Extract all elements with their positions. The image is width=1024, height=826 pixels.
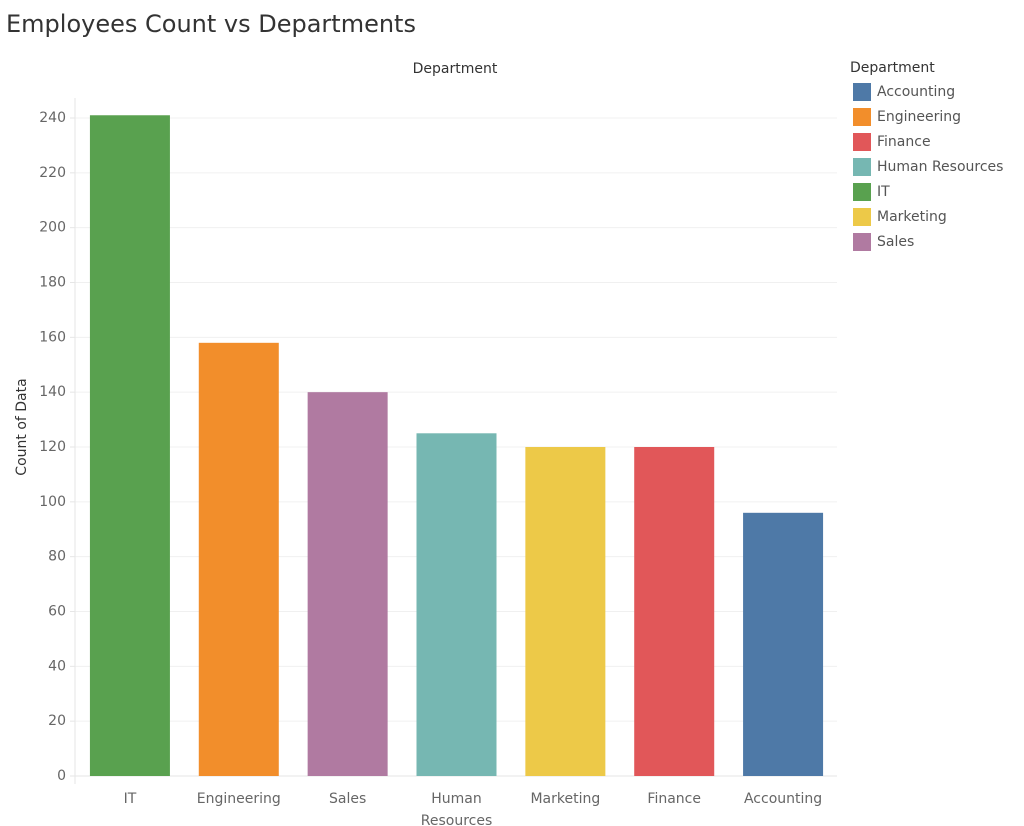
legend-swatch-marketing: [853, 207, 871, 226]
y-tick-label: 0: [57, 768, 66, 784]
bar-it: [89, 115, 170, 777]
legend-label: Sales: [877, 233, 915, 250]
y-tick-label: 20: [48, 713, 66, 729]
legend-swatch-engineering: [853, 107, 871, 126]
legend-swatch-sales: [853, 232, 871, 251]
chart-title: Employees Count vs Departments: [6, 10, 416, 38]
x-tick-label: Finance: [647, 791, 701, 807]
x-tick-label: Marketing: [530, 791, 600, 807]
legend-label: Accounting: [877, 83, 956, 100]
x-tick-label-line: Resources: [421, 813, 493, 826]
legend: Department Accounting Engineering Financ…: [850, 60, 1020, 254]
legend-item-finance[interactable]: Finance: [850, 129, 1020, 154]
y-tick-label: 140: [39, 384, 66, 400]
x-tick-label: Accounting: [744, 791, 822, 807]
x-tick-label: Engineering: [197, 791, 281, 807]
legend-label: Finance: [877, 133, 931, 150]
legend-swatch-accounting: [853, 82, 871, 101]
legend-title: Department: [850, 60, 935, 76]
bar-engineering: [198, 342, 279, 776]
x-tick-label: Sales: [329, 791, 366, 807]
y-tick-label: 120: [39, 439, 66, 455]
x-tick-label: IT: [124, 791, 137, 807]
y-tick-label: 220: [39, 165, 66, 181]
bar-marketing: [525, 447, 606, 776]
legend-label: Engineering: [877, 108, 961, 125]
legend-item-marketing[interactable]: Marketing: [850, 204, 1020, 229]
legend-item-accounting[interactable]: Accounting: [850, 79, 1020, 104]
y-tick-label: 40: [48, 658, 66, 674]
bar-accounting: [743, 512, 824, 776]
y-tick-label: 180: [39, 275, 66, 291]
bar-human-resources: [416, 433, 497, 776]
legend-swatch-it: [853, 182, 871, 201]
y-axis-title: Count of Data: [14, 378, 30, 475]
x-axis-title: Department: [413, 61, 498, 77]
bar-finance: [634, 447, 715, 776]
legend-item-sales[interactable]: Sales: [850, 229, 1020, 254]
legend-swatch-human-resources: [853, 157, 871, 176]
x-tick-label-line: Human: [431, 791, 482, 807]
y-tick-label: 200: [39, 220, 66, 236]
legend-label: IT: [877, 183, 890, 200]
y-tick-label: 100: [39, 494, 66, 510]
legend-item-human-resources[interactable]: Human Resources: [850, 154, 1020, 179]
legend-swatch-finance: [853, 132, 871, 151]
y-tick-label: 80: [48, 549, 66, 565]
legend-item-it[interactable]: IT: [850, 179, 1020, 204]
legend-item-engineering[interactable]: Engineering: [850, 104, 1020, 129]
y-tick-label: 60: [48, 604, 66, 620]
y-tick-label: 160: [39, 329, 66, 345]
bar-sales: [307, 392, 388, 776]
legend-label: Human Resources: [877, 158, 1004, 175]
legend-label: Marketing: [877, 208, 947, 225]
y-tick-label: 240: [39, 110, 66, 126]
